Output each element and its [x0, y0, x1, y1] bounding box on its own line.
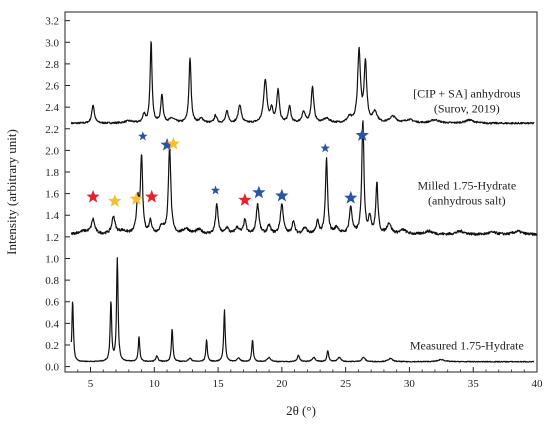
star-marker-blue — [210, 185, 221, 195]
series-label-1: (Surov, 2019) — [434, 102, 500, 116]
star-marker-blue — [355, 128, 369, 141]
series-label-2: Milled 1.75-Hydrate — [418, 178, 517, 192]
star-marker-blue — [252, 185, 266, 199]
y-tick-label: 0.4 — [45, 318, 59, 330]
y-tick-label: 2.6 — [45, 81, 59, 93]
x-tick-label: 5 — [88, 378, 94, 390]
x-axis-title: 2θ (°) — [286, 403, 316, 418]
y-tick-label: 1.4 — [45, 210, 59, 222]
y-tick-label: 2.0 — [45, 145, 59, 157]
y-tick-label: 0.6 — [45, 297, 59, 309]
y-tick-label: 1.2 — [45, 232, 59, 244]
y-tick-label: 1.6 — [45, 189, 59, 201]
y-tick-label: 2.2 — [45, 124, 59, 136]
y-tick-label: 3.2 — [45, 16, 59, 28]
star-marker-red — [145, 189, 159, 203]
y-tick-label: 0.2 — [45, 340, 59, 352]
x-tick-label: 30 — [404, 378, 416, 390]
star-marker-red — [86, 189, 100, 203]
x-tick-label: 25 — [340, 378, 352, 390]
x-tick-label: 20 — [276, 378, 288, 390]
star-marker-blue — [275, 188, 289, 202]
pattern-lines — [70, 41, 538, 363]
series-label-3: Measured 1.75-Hydrate — [410, 338, 524, 352]
star-marker-yellow — [129, 192, 144, 205]
series-label-1: [CIP + SA] anhydrous — [413, 87, 521, 101]
x-tick-label: 35 — [468, 378, 480, 390]
x-tick-label: 15 — [213, 378, 225, 390]
y-tick-label: 0.0 — [45, 362, 59, 374]
y-tick-label: 1.8 — [45, 167, 59, 179]
star-marker-blue — [160, 138, 174, 151]
star-marker-blue — [320, 143, 330, 153]
star-marker-yellow — [166, 136, 181, 150]
y-tick-label: 3.0 — [45, 37, 59, 49]
star-marker-red — [238, 193, 252, 206]
y-tick-label: 0.8 — [45, 275, 59, 287]
y-axis-title: Intensity (arbitrary unit) — [4, 129, 19, 255]
pattern-line-2 — [70, 120, 538, 237]
x-tick-label: 10 — [149, 378, 161, 390]
plot-frame — [64, 11, 538, 373]
y-tick-label: 2.4 — [45, 102, 59, 114]
x-tick-label: 40 — [532, 378, 544, 390]
y-tick-label: 1.0 — [45, 253, 59, 265]
peak-markers — [86, 128, 369, 207]
y-tick-label: 2.8 — [45, 59, 59, 71]
axis-ticks: 5 10 15 20 25 30 35 40 0.0 0.2 0.4 0.6 0.8 1.0 1.2 1.4 1… — [45, 16, 543, 390]
star-marker-blue — [344, 190, 358, 204]
series-annotations: [CIP + SA] anhydrous(Surov, 2019) Milled … — [410, 87, 524, 353]
series-label-2: (anhydrous salt) — [428, 193, 506, 207]
pattern-line-3 — [70, 257, 535, 363]
star-marker-yellow — [108, 194, 122, 207]
star-marker-blue — [138, 131, 148, 141]
pattern-line-1 — [70, 41, 535, 125]
